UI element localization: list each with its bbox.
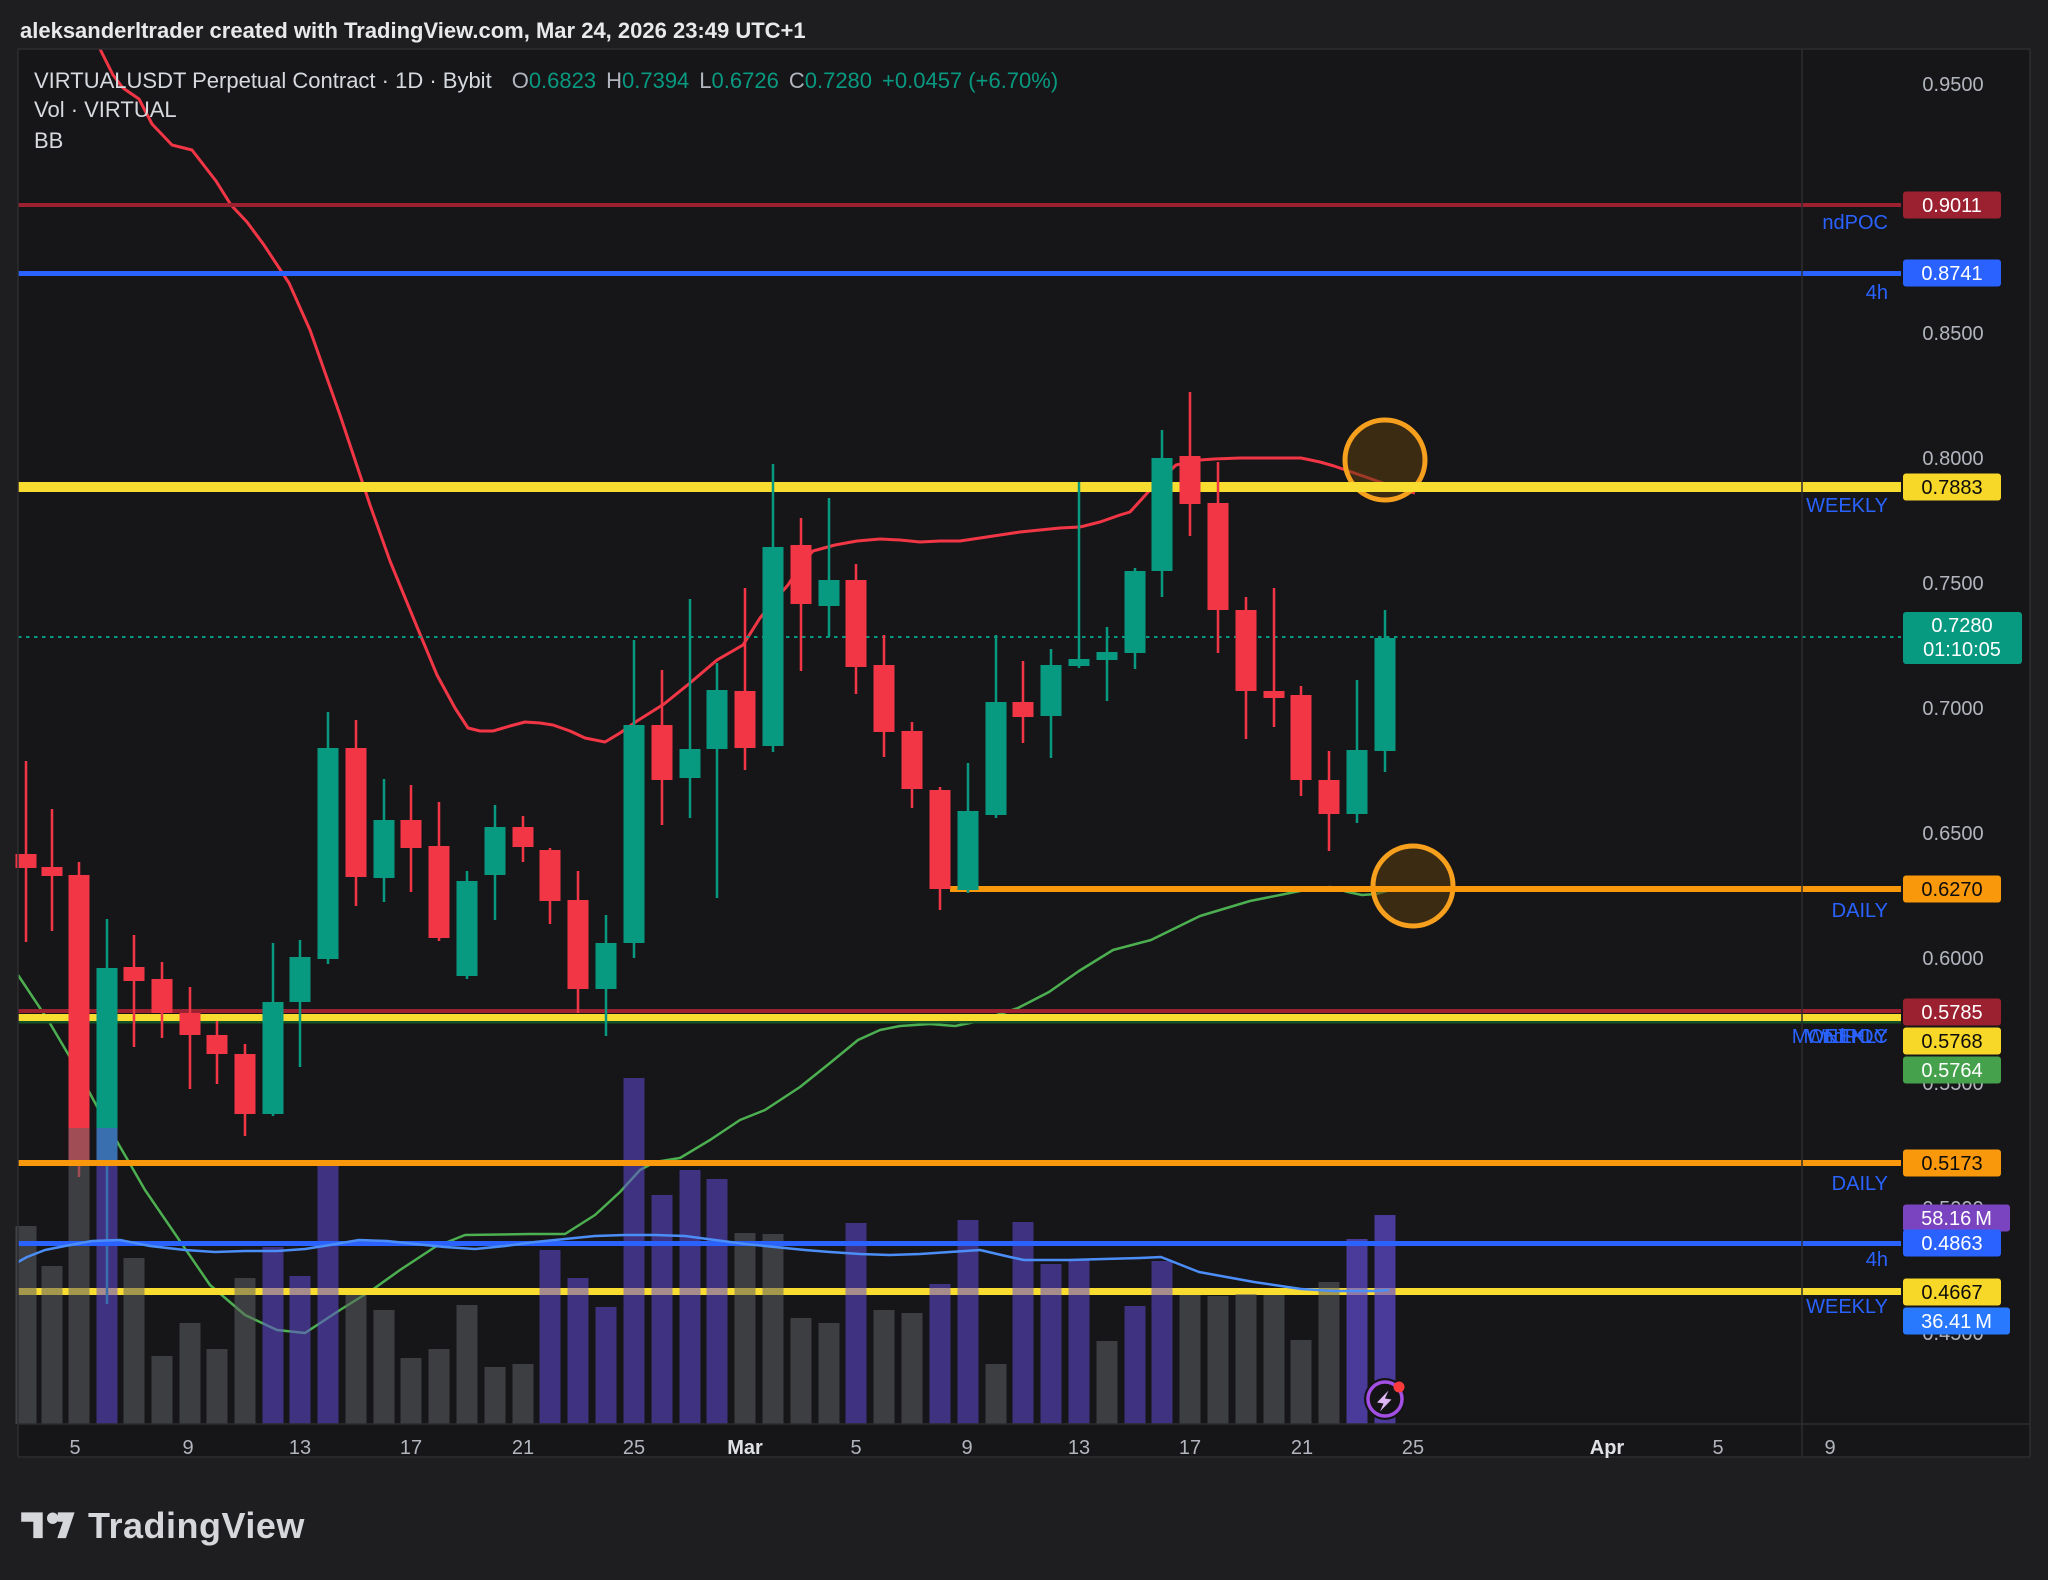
svg-text:25: 25 <box>1402 1437 1424 1459</box>
svg-text:21: 21 <box>512 1437 534 1459</box>
svg-text:17: 17 <box>400 1437 422 1459</box>
svg-text:0.6500: 0.6500 <box>1922 823 1983 845</box>
svg-text:0.8741: 0.8741 <box>1921 263 1982 285</box>
svg-text:Apr: Apr <box>1590 1437 1625 1459</box>
svg-text:21: 21 <box>1291 1437 1313 1459</box>
svg-text:0.5764: 0.5764 <box>1921 1060 1982 1082</box>
svg-text:VIRTUALUSDT Perpetual Contract: VIRTUALUSDT Perpetual Contract · 1D · By… <box>34 68 1058 93</box>
svg-text:ndPOC: ndPOC <box>1822 212 1888 234</box>
svg-text:TradingView: TradingView <box>88 1505 305 1546</box>
svg-text:0.7280: 0.7280 <box>1931 615 1992 637</box>
svg-text:0.8000: 0.8000 <box>1922 448 1983 470</box>
svg-text:Mar: Mar <box>727 1437 763 1459</box>
svg-text:ndPOC: ndPOC <box>1822 1026 1888 1048</box>
svg-text:DAILY: DAILY <box>1832 900 1888 922</box>
svg-text:4h: 4h <box>1866 282 1888 304</box>
svg-text:5: 5 <box>69 1437 80 1459</box>
svg-text:BB: BB <box>34 128 63 153</box>
svg-text:0.5785: 0.5785 <box>1921 1002 1982 1024</box>
svg-text:WEEKLY: WEEKLY <box>1806 1026 1888 1048</box>
svg-text:0.7500: 0.7500 <box>1922 573 1983 595</box>
svg-text:0.9011: 0.9011 <box>1922 195 1982 217</box>
svg-text:58.16 M: 58.16 M <box>1921 1208 1992 1230</box>
svg-text:36.41 M: 36.41 M <box>1921 1311 1992 1333</box>
svg-text:DAILY: DAILY <box>1832 1173 1888 1195</box>
svg-text:0.8500: 0.8500 <box>1922 323 1983 345</box>
svg-text:17: 17 <box>1179 1437 1201 1459</box>
svg-text:4h: 4h <box>1866 1249 1888 1271</box>
svg-text:13: 13 <box>289 1437 311 1459</box>
svg-text:01:10:05: 01:10:05 <box>1923 639 2001 661</box>
svg-text:0.6000: 0.6000 <box>1922 948 1983 970</box>
svg-text:0.6270: 0.6270 <box>1921 879 1982 901</box>
svg-text:0.5768: 0.5768 <box>1921 1031 1982 1053</box>
svg-text:0.7000: 0.7000 <box>1922 698 1983 720</box>
svg-text:9: 9 <box>182 1437 193 1459</box>
svg-text:WEEKLY: WEEKLY <box>1806 495 1888 517</box>
svg-text:13: 13 <box>1068 1437 1090 1459</box>
svg-text:Vol · VIRTUAL: Vol · VIRTUAL <box>34 97 177 122</box>
svg-text:0.4863: 0.4863 <box>1921 1233 1982 1255</box>
svg-text:0.4667: 0.4667 <box>1921 1282 1982 1304</box>
svg-text:9: 9 <box>961 1437 972 1459</box>
svg-text:MONTHLY: MONTHLY <box>1792 1026 1888 1048</box>
svg-text:0.5173: 0.5173 <box>1921 1153 1982 1175</box>
svg-text:5: 5 <box>1712 1437 1723 1459</box>
svg-text:aleksanderltrader created with: aleksanderltrader created with TradingVi… <box>20 18 806 43</box>
svg-text:WEEKLY: WEEKLY <box>1806 1296 1888 1318</box>
svg-text:25: 25 <box>623 1437 645 1459</box>
svg-text:0.9500: 0.9500 <box>1922 74 1983 96</box>
svg-text:5: 5 <box>850 1437 861 1459</box>
svg-text:9: 9 <box>1824 1437 1835 1459</box>
svg-text:0.7883: 0.7883 <box>1921 477 1982 499</box>
